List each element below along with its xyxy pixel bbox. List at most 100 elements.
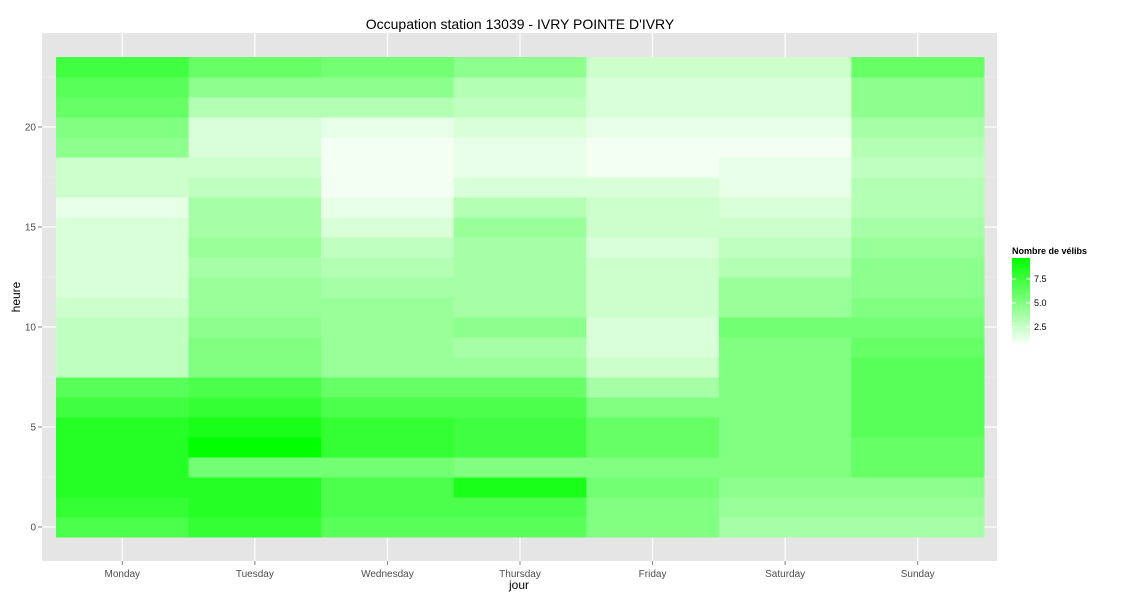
legend-label: 5.0 [1034,298,1047,308]
y-tick-label: 0 [30,523,36,534]
heatmap-cell [188,417,322,438]
heatmap-cell [453,117,587,138]
heatmap-cell [188,437,322,458]
heatmap-cell [453,237,587,258]
heatmap-cell [453,217,587,238]
x-tick-label: Thursday [499,569,541,580]
legend-colorbar [1012,258,1030,346]
heatmap-cell [321,117,455,138]
heatmap-cell [188,97,322,118]
heatmap-cell [453,477,587,498]
heatmap-cell [453,317,587,338]
heatmap-cell [321,517,455,538]
heatmap-cell [321,417,455,438]
y-tick-label: 15 [25,223,37,234]
heatmap-cell [453,297,587,318]
heatmap-cell [321,317,455,338]
heatmap-cell [453,277,587,298]
heatmap-cell [321,477,455,498]
heatmap-cell [718,57,852,78]
heatmap-cell [188,497,322,518]
heatmap-cell [851,217,985,238]
heatmap-cell [321,77,455,98]
heatmap-cell [56,237,190,258]
y-tick-label: 20 [25,123,37,134]
heatmap-cell [188,77,322,98]
heatmap-cell [586,517,720,538]
chart-title: Occupation station 13039 - IVRY POINTE D… [366,16,675,32]
heatmap-cell [188,457,322,478]
heatmap-cell [56,177,190,198]
y-axis: 0 5 10 15 20 [25,123,42,534]
heatmap-cell [188,337,322,358]
heatmap-cell [586,97,720,118]
heatmap-cell [56,357,190,378]
heatmap-cell [851,497,985,518]
heatmap-cell [453,97,587,118]
heatmap-cell [586,437,720,458]
heatmap-cell [56,97,190,118]
heatmap-cell [851,117,985,138]
heatmap-cell [718,297,852,318]
y-tick-label: 5 [30,423,36,434]
heatmap-cell [321,437,455,458]
heatmap-cell [453,397,587,418]
heatmap-cell [453,137,587,158]
heatmap-cell [851,437,985,458]
heatmap-cell [851,477,985,498]
legend-label: 2.5 [1034,322,1047,332]
heatmap-cell [586,477,720,498]
heatmap-cell [851,357,985,378]
heatmap-cell [851,317,985,338]
heatmap-cell [586,137,720,158]
heatmap-cell [718,217,852,238]
heatmap-cell [453,77,587,98]
heatmap-cell [586,257,720,278]
heatmap-cell [453,377,587,398]
heatmap-cell [453,517,587,538]
heatmap-cell [321,97,455,118]
heatmap-cell [188,237,322,258]
heatmap-cell [851,337,985,358]
heatmap-cell [586,397,720,418]
heatmap-cell [586,457,720,478]
heatmap-cell [453,177,587,198]
legend: Nombre de vélibs 7.5 5.0 2.5 [1012,246,1087,346]
heatmap-cell [586,357,720,378]
heatmap-cell [188,317,322,338]
heatmap-cell [321,357,455,378]
heatmap-cell [718,397,852,418]
heatmap-cell [453,57,587,78]
heatmap-cell [718,117,852,138]
heatmap-cell [56,417,190,438]
heatmap-cell [718,357,852,378]
heatmap-cell [56,497,190,518]
x-tick-label: Saturday [765,569,805,580]
heatmap-cell [188,217,322,238]
heatmap-cell [188,197,322,218]
heatmap-cell [718,497,852,518]
heatmap-cell [586,117,720,138]
heatmap-cell [321,137,455,158]
heatmap-cell [586,57,720,78]
heatmap-cell [851,377,985,398]
heatmap-cell [188,177,322,198]
heatmap-cell [718,437,852,458]
heatmap-cell [188,137,322,158]
heatmap-cell [56,117,190,138]
heatmap-cell [188,357,322,378]
heatmap-cell [586,417,720,438]
heatmap-cell [56,217,190,238]
heatmap-cell [718,517,852,538]
heatmap-cell [851,137,985,158]
heatmap-cell [56,277,190,298]
heatmap-cell [851,77,985,98]
legend-label: 7.5 [1034,274,1047,284]
heatmap-cell [453,257,587,278]
heatmap-cell [56,477,190,498]
y-tick-label: 10 [25,323,37,334]
heatmap-cell [586,217,720,238]
heatmap-cell [586,197,720,218]
heatmap-cell [718,237,852,258]
